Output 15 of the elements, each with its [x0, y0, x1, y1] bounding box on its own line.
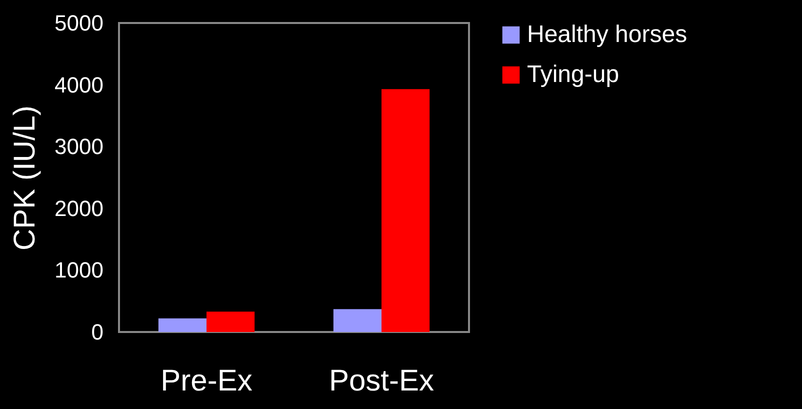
- y-tick-label: 5000: [54, 10, 104, 36]
- x-tick-label: Pre-Ex: [160, 364, 252, 398]
- y-tick-label: 3000: [54, 134, 104, 160]
- y-tick-label: 4000: [54, 72, 104, 98]
- x-tick-label: Post-Ex: [328, 364, 434, 398]
- legend-label: Tying-up: [527, 61, 620, 88]
- bar: [382, 89, 430, 332]
- y-tick-label: 1000: [54, 258, 104, 283]
- y-tick-label: 2000: [54, 196, 104, 221]
- bar: [206, 312, 255, 332]
- y-axis-title: CPK (IU/L): [8, 105, 42, 251]
- y-tick-label: 0: [91, 320, 104, 344]
- bar: [333, 309, 382, 332]
- bar: [158, 318, 206, 332]
- legend-label: Healthy horses: [527, 21, 688, 48]
